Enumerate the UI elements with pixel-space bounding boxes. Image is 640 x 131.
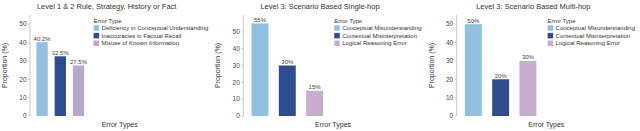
legend-label: Logical Reasoning Error <box>556 40 620 46</box>
x-axis-label: Error Types <box>315 121 352 129</box>
chart-figure: Level 1 & 2 Rule, Strategy, History or F… <box>0 0 640 131</box>
legend-swatch <box>548 33 554 39</box>
bar <box>492 79 509 116</box>
legend-label: Conceptual Misunderstanding <box>342 25 421 31</box>
legend-label: Conceptual Misunderstanding <box>556 25 635 31</box>
legend-swatch <box>94 33 100 39</box>
legend-label: Deficiency in Conceptual Understanding <box>102 25 209 31</box>
y-tick-label: 30 <box>233 62 241 69</box>
x-axis-label: Error Types <box>528 121 565 129</box>
data-label: 50% <box>467 18 480 24</box>
legend-swatch <box>548 41 554 47</box>
data-labels: 40.2% 32.5%27.5% <box>34 36 88 65</box>
chart-panel: Level 1 & 2 Rule, Strategy, History or F… <box>1 2 208 129</box>
bars <box>252 23 324 116</box>
y-axis-line <box>456 15 457 116</box>
data-label: 20% <box>495 73 508 79</box>
legend-swatch <box>334 33 340 39</box>
data-labels: 55% 30% 15% <box>254 17 321 90</box>
bar <box>519 61 536 116</box>
bar <box>465 24 482 116</box>
bar <box>73 66 84 117</box>
y-axis-label: Proportion (%) <box>428 43 436 88</box>
y-tick-label: 0 <box>23 112 27 119</box>
y-axis-label: Proportion (%) <box>214 43 222 88</box>
y-tick-label: 10 <box>446 94 454 101</box>
x-axis-label: Error Types <box>102 121 139 129</box>
bars <box>36 42 84 116</box>
y-tick-label: 20 <box>19 76 27 83</box>
y-tick-label: 10 <box>19 94 27 101</box>
y-tick-label: 10 <box>233 95 241 102</box>
y-tick-label: 40 <box>233 45 241 52</box>
bar <box>36 42 47 116</box>
chart-title: Level 1 & 2 Rule, Strategy, History or F… <box>37 2 177 11</box>
chart-title: Level 3: Scenario Based Multi-hop <box>476 2 590 11</box>
bar <box>55 56 66 116</box>
y-tick-label: 20 <box>233 79 241 86</box>
data-label: 30% <box>522 54 535 60</box>
chart-panel: Level 3: Scenario Based Multi-hop Error T… <box>428 2 635 129</box>
y-axis-line <box>243 15 244 116</box>
y-axis-line <box>30 15 31 116</box>
bar <box>279 66 296 117</box>
data-label: 55% <box>254 17 267 23</box>
legend-label: Logical Reasoning Error <box>342 40 406 46</box>
y-tick-label: 0 <box>236 112 240 119</box>
bar <box>252 23 269 116</box>
data-label: 40.2% <box>34 36 52 42</box>
y-tick-label: 50 <box>233 28 241 35</box>
legend-title: Error Type <box>548 18 577 24</box>
legend-label: Contextual Misinterpretation <box>556 33 631 39</box>
data-labels: 50% 20% 30% <box>467 18 534 79</box>
y-tick-label: 30 <box>446 57 454 64</box>
legend-title: Error Type <box>334 18 363 24</box>
chart-panel: Level 3: Scenario Based Single-hop Error … <box>214 2 421 129</box>
legend: Error TypeConceptual Misunderstanding Con… <box>548 18 635 47</box>
chart-title: Level 3: Scenario Based Single-hop <box>260 2 379 11</box>
legend: Error TypeDeficiency in Conceptual Under… <box>94 18 209 47</box>
data-label: 15% <box>309 84 322 90</box>
data-label: 30% <box>281 59 294 65</box>
y-tick-label: 40 <box>446 39 454 46</box>
data-label: 27.5% <box>70 59 88 65</box>
y-tick-label: 50 <box>19 20 27 27</box>
bar <box>306 91 323 116</box>
legend-label: Inaccuracies in Factual Recall <box>102 33 182 39</box>
bars <box>465 24 537 116</box>
legend-swatch <box>334 25 340 31</box>
data-label: 32.5% <box>52 50 70 56</box>
legend-label: Misuse of Known Information <box>102 40 179 46</box>
y-tick-label: 50 <box>446 20 454 27</box>
legend-swatch <box>94 41 100 47</box>
legend-swatch <box>548 25 554 31</box>
legend-label: Contextual Misinterpretation <box>342 33 417 39</box>
legend-swatch <box>94 25 100 31</box>
y-tick-label: 30 <box>19 57 27 64</box>
y-tick-label: 0 <box>450 112 454 119</box>
y-axis-label: Proportion (%) <box>1 43 9 88</box>
y-tick-label: 40 <box>19 39 27 46</box>
y-tick-label: 20 <box>446 76 454 83</box>
legend-swatch <box>334 41 340 47</box>
legend: Error TypeConceptual Misunderstanding Con… <box>334 18 421 47</box>
legend-title: Error Type <box>94 18 123 24</box>
